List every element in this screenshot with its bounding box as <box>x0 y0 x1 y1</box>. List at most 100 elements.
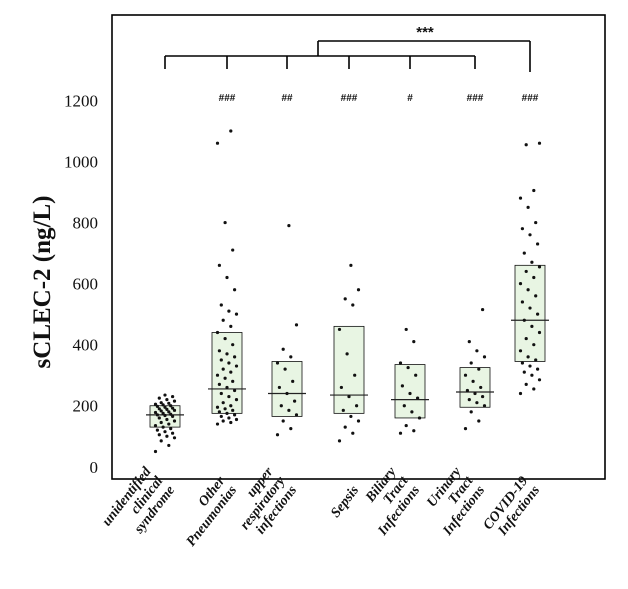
data-point <box>536 312 540 316</box>
data-point <box>536 242 540 246</box>
data-point <box>157 416 161 420</box>
data-point <box>408 391 412 396</box>
data-point <box>171 414 175 419</box>
data-point <box>518 391 523 396</box>
data-point <box>532 275 536 280</box>
data-point <box>231 248 235 252</box>
data-point <box>229 370 233 374</box>
data-point <box>398 361 403 365</box>
data-point <box>157 433 161 437</box>
data-point <box>537 378 542 382</box>
data-point <box>234 417 239 422</box>
data-point <box>157 407 161 411</box>
data-point <box>402 404 406 408</box>
data-point <box>463 373 468 377</box>
data-point <box>234 364 239 368</box>
data-point <box>412 429 416 433</box>
data-point <box>475 349 479 353</box>
data-point <box>163 393 167 397</box>
data-point <box>165 407 169 411</box>
data-point <box>537 141 542 145</box>
bracket-significance: *** <box>416 24 434 41</box>
data-point <box>528 306 532 310</box>
data-point <box>165 417 169 422</box>
data-point <box>167 443 171 448</box>
plot-frame <box>111 14 606 480</box>
data-point <box>217 349 221 353</box>
data-point <box>404 327 408 332</box>
data-point <box>469 361 473 365</box>
data-point <box>234 398 239 402</box>
data-point <box>520 361 525 365</box>
data-point <box>283 367 287 371</box>
data-point <box>345 352 349 356</box>
data-point <box>281 347 285 351</box>
data-point <box>159 409 163 413</box>
data-point <box>229 324 233 328</box>
data-point <box>221 318 225 322</box>
data-point <box>479 385 483 390</box>
data-point <box>289 355 293 359</box>
data-point <box>161 403 165 407</box>
data-point <box>285 391 289 396</box>
data-point <box>400 384 404 388</box>
data-point <box>356 419 361 423</box>
data-point <box>219 358 223 362</box>
data-point <box>337 439 342 443</box>
data-point <box>233 413 237 417</box>
data-point <box>530 260 534 264</box>
data-point <box>355 404 359 408</box>
data-point <box>279 404 283 408</box>
data-point <box>343 425 347 429</box>
data-point <box>467 340 471 344</box>
data-point <box>215 405 220 409</box>
data-point <box>518 282 523 286</box>
data-point <box>167 410 171 414</box>
data-point <box>287 224 291 228</box>
data-point <box>233 355 237 359</box>
data-point <box>524 382 528 386</box>
data-point <box>537 265 542 269</box>
data-point <box>172 436 177 440</box>
data-point <box>234 312 239 316</box>
data-point <box>223 336 227 341</box>
data-point <box>339 385 343 390</box>
data-point <box>155 428 159 432</box>
data-point <box>477 419 481 423</box>
data-point <box>522 318 526 322</box>
data-point <box>475 401 479 405</box>
y-tick-label: 600 <box>73 275 99 294</box>
box-3 <box>271 361 303 417</box>
data-point <box>518 196 523 200</box>
data-point <box>155 413 159 417</box>
data-point <box>229 129 233 133</box>
data-point <box>169 412 173 416</box>
y-axis-label: sCLEC-2 (ng/L) <box>29 196 56 369</box>
category-label: Sepsis <box>328 483 362 521</box>
data-point <box>522 370 526 374</box>
data-point <box>537 330 542 335</box>
data-point <box>349 263 353 267</box>
data-point <box>229 404 233 408</box>
data-point <box>477 367 481 371</box>
data-point <box>167 422 171 426</box>
data-point <box>410 410 414 414</box>
data-point <box>416 396 420 400</box>
data-point <box>225 352 229 356</box>
data-point <box>221 419 225 423</box>
data-point <box>223 407 227 411</box>
data-point <box>414 373 418 377</box>
data-point <box>153 402 158 406</box>
data-point <box>153 449 158 454</box>
data-point <box>221 401 225 405</box>
box-6 <box>459 367 491 408</box>
significance-label: ### <box>219 93 236 104</box>
data-point <box>231 379 235 383</box>
data-point <box>526 205 530 209</box>
data-point <box>351 431 355 435</box>
data-point <box>227 416 231 420</box>
data-point <box>153 423 158 428</box>
data-point <box>215 330 220 335</box>
data-point <box>482 404 487 408</box>
